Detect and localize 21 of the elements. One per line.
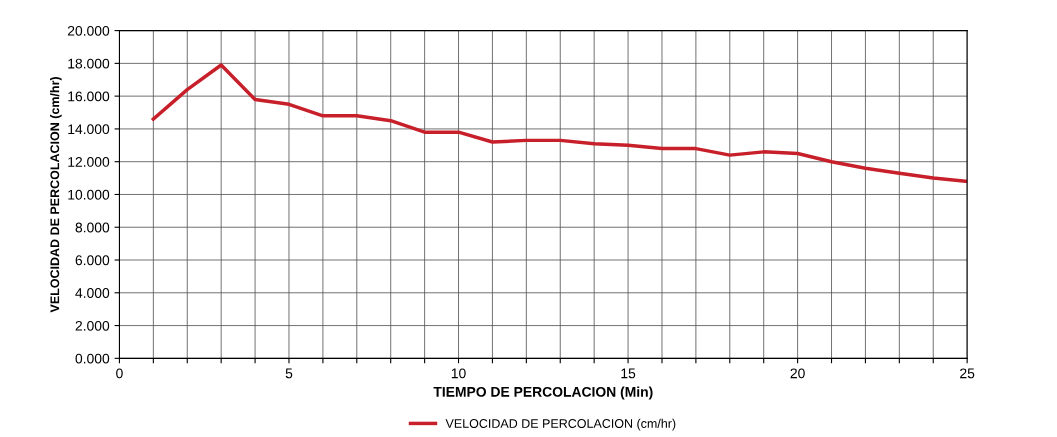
- y-tick-label: 12.000: [68, 157, 110, 167]
- y-tick-label: 0.000: [75, 353, 110, 364]
- legend-label: VELOCIDAD DE PERCOLACION (cm/hr): [445, 418, 676, 431]
- line-series: [151, 63, 968, 184]
- y-tick-label: 8.000: [75, 222, 110, 233]
- y-axis-title: VELOCIDAD DE PERCOLACION (cm/hr): [50, 77, 62, 313]
- y-tick-label: 20.000: [67, 25, 110, 36]
- x-tick-label: 15: [621, 368, 636, 379]
- x-tick-label: 10: [451, 368, 466, 379]
- y-tick-label: 10.000: [68, 189, 110, 200]
- y-tick-label: 18.000: [68, 58, 110, 69]
- x-tick-label: 0: [116, 368, 123, 379]
- y-tick-label: 16.000: [68, 91, 110, 102]
- y-tick-label: 6.000: [75, 255, 110, 266]
- x-tick-label: 25: [960, 368, 975, 379]
- x-axis-title: TIEMPO DE PERCOLACION (Min): [433, 386, 653, 400]
- x-tick-label: 5: [285, 368, 293, 379]
- x-tick-label: 20: [790, 368, 805, 379]
- y-tick-label: 4.000: [75, 288, 110, 298]
- y-tick-label: 14.000: [68, 124, 110, 135]
- y-tick-label: 2.000: [75, 320, 110, 331]
